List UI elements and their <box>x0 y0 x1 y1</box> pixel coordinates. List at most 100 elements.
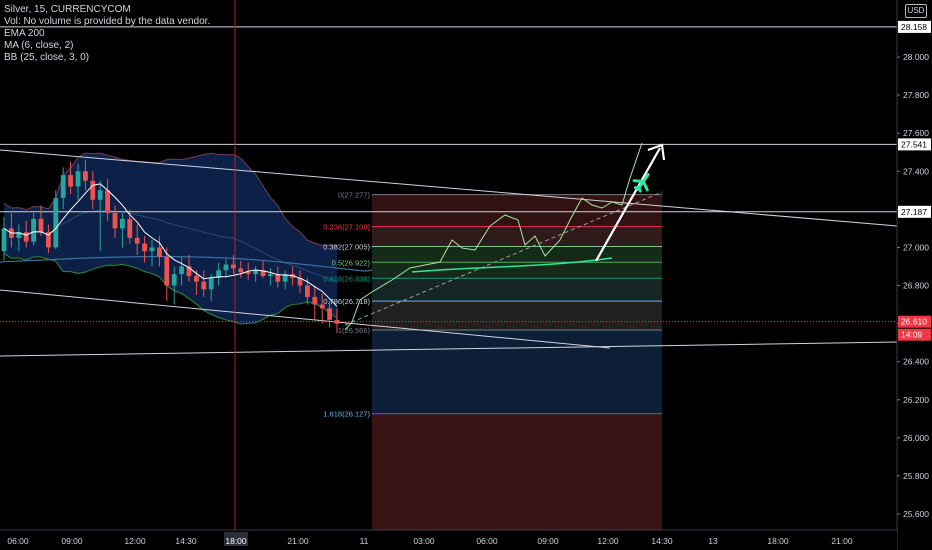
candle-body <box>16 232 22 238</box>
time-tick-label: 11 <box>360 536 369 546</box>
price-label-text: 27.187 <box>901 207 927 217</box>
price-label-text: 27.541 <box>901 139 927 149</box>
bollinger-basis <box>3 209 338 283</box>
price-tick-label: 27.600 <box>903 128 929 138</box>
time-cursor-box <box>224 532 248 546</box>
price-label-box <box>898 205 931 218</box>
candle <box>238 260 244 278</box>
fib-level-label-1: 1(26.566) <box>338 326 371 335</box>
price-tick-label: 27.400 <box>903 166 929 176</box>
candle-body <box>149 247 155 252</box>
candle-body <box>83 171 88 181</box>
fib-level-label-0.618: 0.618(26.838) <box>323 274 370 283</box>
price-label-box <box>898 20 931 33</box>
ma-indicator-label[interactable]: MA (6, close, 2) <box>4 40 74 51</box>
candle-body <box>53 197 59 248</box>
bb-indicator-label[interactable]: BB (25, close, 3, 0) <box>4 52 90 63</box>
candle-body <box>231 264 236 269</box>
candle <box>60 167 66 210</box>
fib-zone-0.618 <box>372 278 662 302</box>
projected-price-path <box>344 142 643 331</box>
candle-body <box>97 190 103 200</box>
candle-body <box>120 218 125 229</box>
symbol-title[interactable]: Silver, 15, CURRENCYCOM <box>4 4 131 15</box>
candle <box>23 220 29 248</box>
candle <box>171 266 177 305</box>
price-label-box <box>898 138 931 151</box>
candle <box>1 216 7 261</box>
airplane-icon <box>632 173 650 193</box>
candle <box>305 277 310 305</box>
candle-body <box>327 308 332 320</box>
candle-body <box>223 264 229 271</box>
price-tick-label: 25.800 <box>903 471 929 481</box>
candle-body <box>31 218 36 242</box>
price-tick-label: 26.400 <box>903 357 929 367</box>
support-line <box>0 341 898 357</box>
candle <box>253 266 258 282</box>
candle-body <box>112 213 118 229</box>
price-label-box <box>898 315 931 328</box>
candle-body <box>179 266 184 275</box>
candle <box>223 258 229 278</box>
price-tick-label: 27.800 <box>903 90 929 100</box>
time-tick-label: 14:30 <box>175 536 197 546</box>
price-tick-label: 25.600 <box>903 509 929 519</box>
candle-body <box>164 256 170 286</box>
time-tick-label: 12:00 <box>597 536 619 546</box>
candle <box>134 224 140 256</box>
candle-body <box>334 319 340 324</box>
time-tick-label: 21:00 <box>287 536 309 546</box>
price-label-box <box>898 328 931 341</box>
candle <box>216 262 221 286</box>
projected-average-curve <box>411 257 613 273</box>
candle <box>179 256 184 286</box>
candle-body <box>90 180 96 200</box>
candle-body <box>46 232 51 248</box>
upper-channel-line <box>0 149 898 227</box>
candle <box>268 268 273 286</box>
candle-body <box>245 272 251 275</box>
candle <box>157 235 162 267</box>
price-tick-label: 28.000 <box>903 52 929 62</box>
candle <box>53 190 59 250</box>
candle-body <box>194 275 199 282</box>
currency-button[interactable]: USD <box>905 4 927 18</box>
candle-body <box>1 228 7 252</box>
fib-level-label-0.236: 0.236(27.109) <box>323 223 370 232</box>
candle <box>319 293 325 324</box>
candle-body <box>75 171 81 187</box>
candle-body <box>60 175 66 198</box>
price-tick-label: 26.000 <box>903 433 929 443</box>
candle-body <box>238 268 244 273</box>
price-tick-label: 27.000 <box>903 242 929 252</box>
candle-body <box>201 281 207 290</box>
price-label-text: 26.610 <box>901 317 927 327</box>
fib-level-label-0.382: 0.382(27.005) <box>323 242 370 251</box>
bollinger-lower-band <box>3 253 338 325</box>
candle-body <box>23 232 29 242</box>
fib-zone-0 <box>372 194 662 227</box>
fib-zone-0.5 <box>372 262 662 279</box>
time-tick-label: 21:00 <box>831 536 853 546</box>
bollinger-band-fill <box>4 152 337 324</box>
ema-indicator-label[interactable]: EMA 200 <box>4 28 45 39</box>
candle <box>142 235 147 263</box>
target-arrow-shaft <box>595 147 661 262</box>
candle-body <box>319 304 325 309</box>
candle-body <box>253 270 258 275</box>
ema-200-line <box>0 255 373 272</box>
candle-body <box>297 277 303 286</box>
price-axis: 28.00027.80027.60027.40027.20027.00026.8… <box>897 20 931 519</box>
price-tick-label: 26.200 <box>903 395 929 405</box>
price-label-text: 28.158 <box>901 22 927 32</box>
time-tick-label: 09:00 <box>537 536 559 546</box>
candle-body <box>312 296 318 305</box>
candle <box>31 213 36 246</box>
price-axis-bg <box>898 0 932 550</box>
time-cursor-label: 18:00 <box>225 536 247 546</box>
candle <box>46 224 51 254</box>
projection-dashed-line <box>344 191 663 326</box>
candle-body <box>275 274 281 282</box>
